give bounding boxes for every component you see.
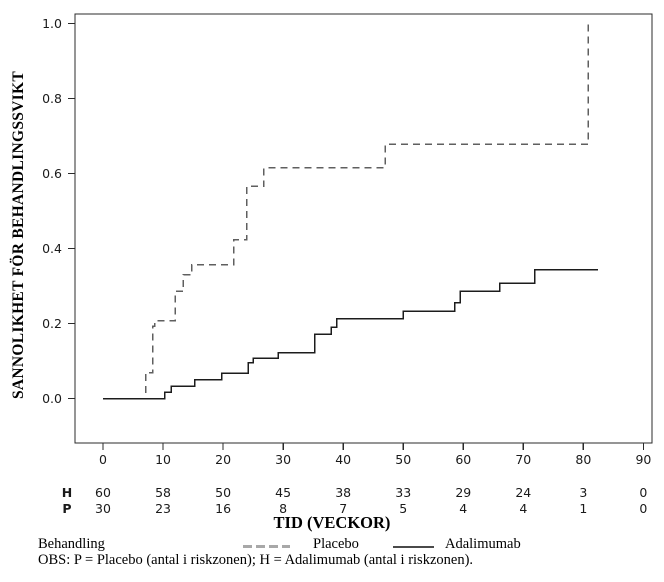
risk-count: 7 [339,501,348,516]
x-tick-label: 90 [635,452,652,467]
y-tick-label: 0.4 [42,240,62,256]
risk-count: 23 [155,501,171,516]
y-tick-label: 0.0 [42,390,62,406]
y-tick-label: 0.2 [42,315,62,331]
risk-count: 4 [519,501,528,516]
x-tick-label: 70 [515,452,532,467]
x-tick-label: 50 [395,452,412,467]
legend-label-placebo: Placebo [313,536,359,552]
plot-border [74,13,653,444]
x-axis-title: TID (VECKOR) [273,513,391,532]
risk-row-label-p: P [62,501,72,516]
x-tick-label: 10 [155,452,171,467]
risk-count: 5 [399,501,408,516]
risk-count: 33 [395,485,412,500]
x-tick-label: 80 [575,452,592,467]
risk-count: 60 [95,485,111,500]
risk-count: 24 [515,485,532,500]
risk-row-label-h: H [61,485,73,500]
x-tick-label: 40 [335,452,352,467]
y-axis-title: SANNOLIKHET FÖR BEHANDLINGSSVIKT [10,71,27,400]
risk-count: 38 [335,485,352,500]
risk-count: 50 [215,485,232,500]
legend-label-adalimumab: Adalimumab [445,536,521,552]
risk-count: 0 [639,501,648,516]
curve-adalimumab [103,268,598,400]
risk-count: 4 [459,501,468,516]
risk-count: 16 [215,501,232,516]
risk-count: 45 [275,485,292,500]
legend-title: Behandling [38,536,105,552]
adalimumab-solid-line-icon [393,546,434,548]
x-tick-label: 30 [275,452,292,467]
risk-count: 8 [279,501,288,516]
curve-placebo [103,24,589,400]
risk-count: 0 [639,485,648,500]
y-tick-label: 0.6 [42,165,62,181]
x-tick-label: 0 [99,452,107,467]
risk-count: 3 [579,485,588,500]
risk-count: 30 [95,501,111,516]
x-tick-label: 20 [215,452,232,467]
y-tick-label: 0.8 [42,90,62,106]
x-tick-label: 60 [455,452,472,467]
placebo-dashed-line-icon [243,545,290,548]
footnote: OBS: P = Placebo (antal i riskzonen); H … [38,552,474,568]
risk-count: 58 [155,485,171,500]
risk-count: 29 [455,485,472,500]
y-tick-label: 1.0 [42,15,62,31]
risk-count: 1 [579,501,588,516]
